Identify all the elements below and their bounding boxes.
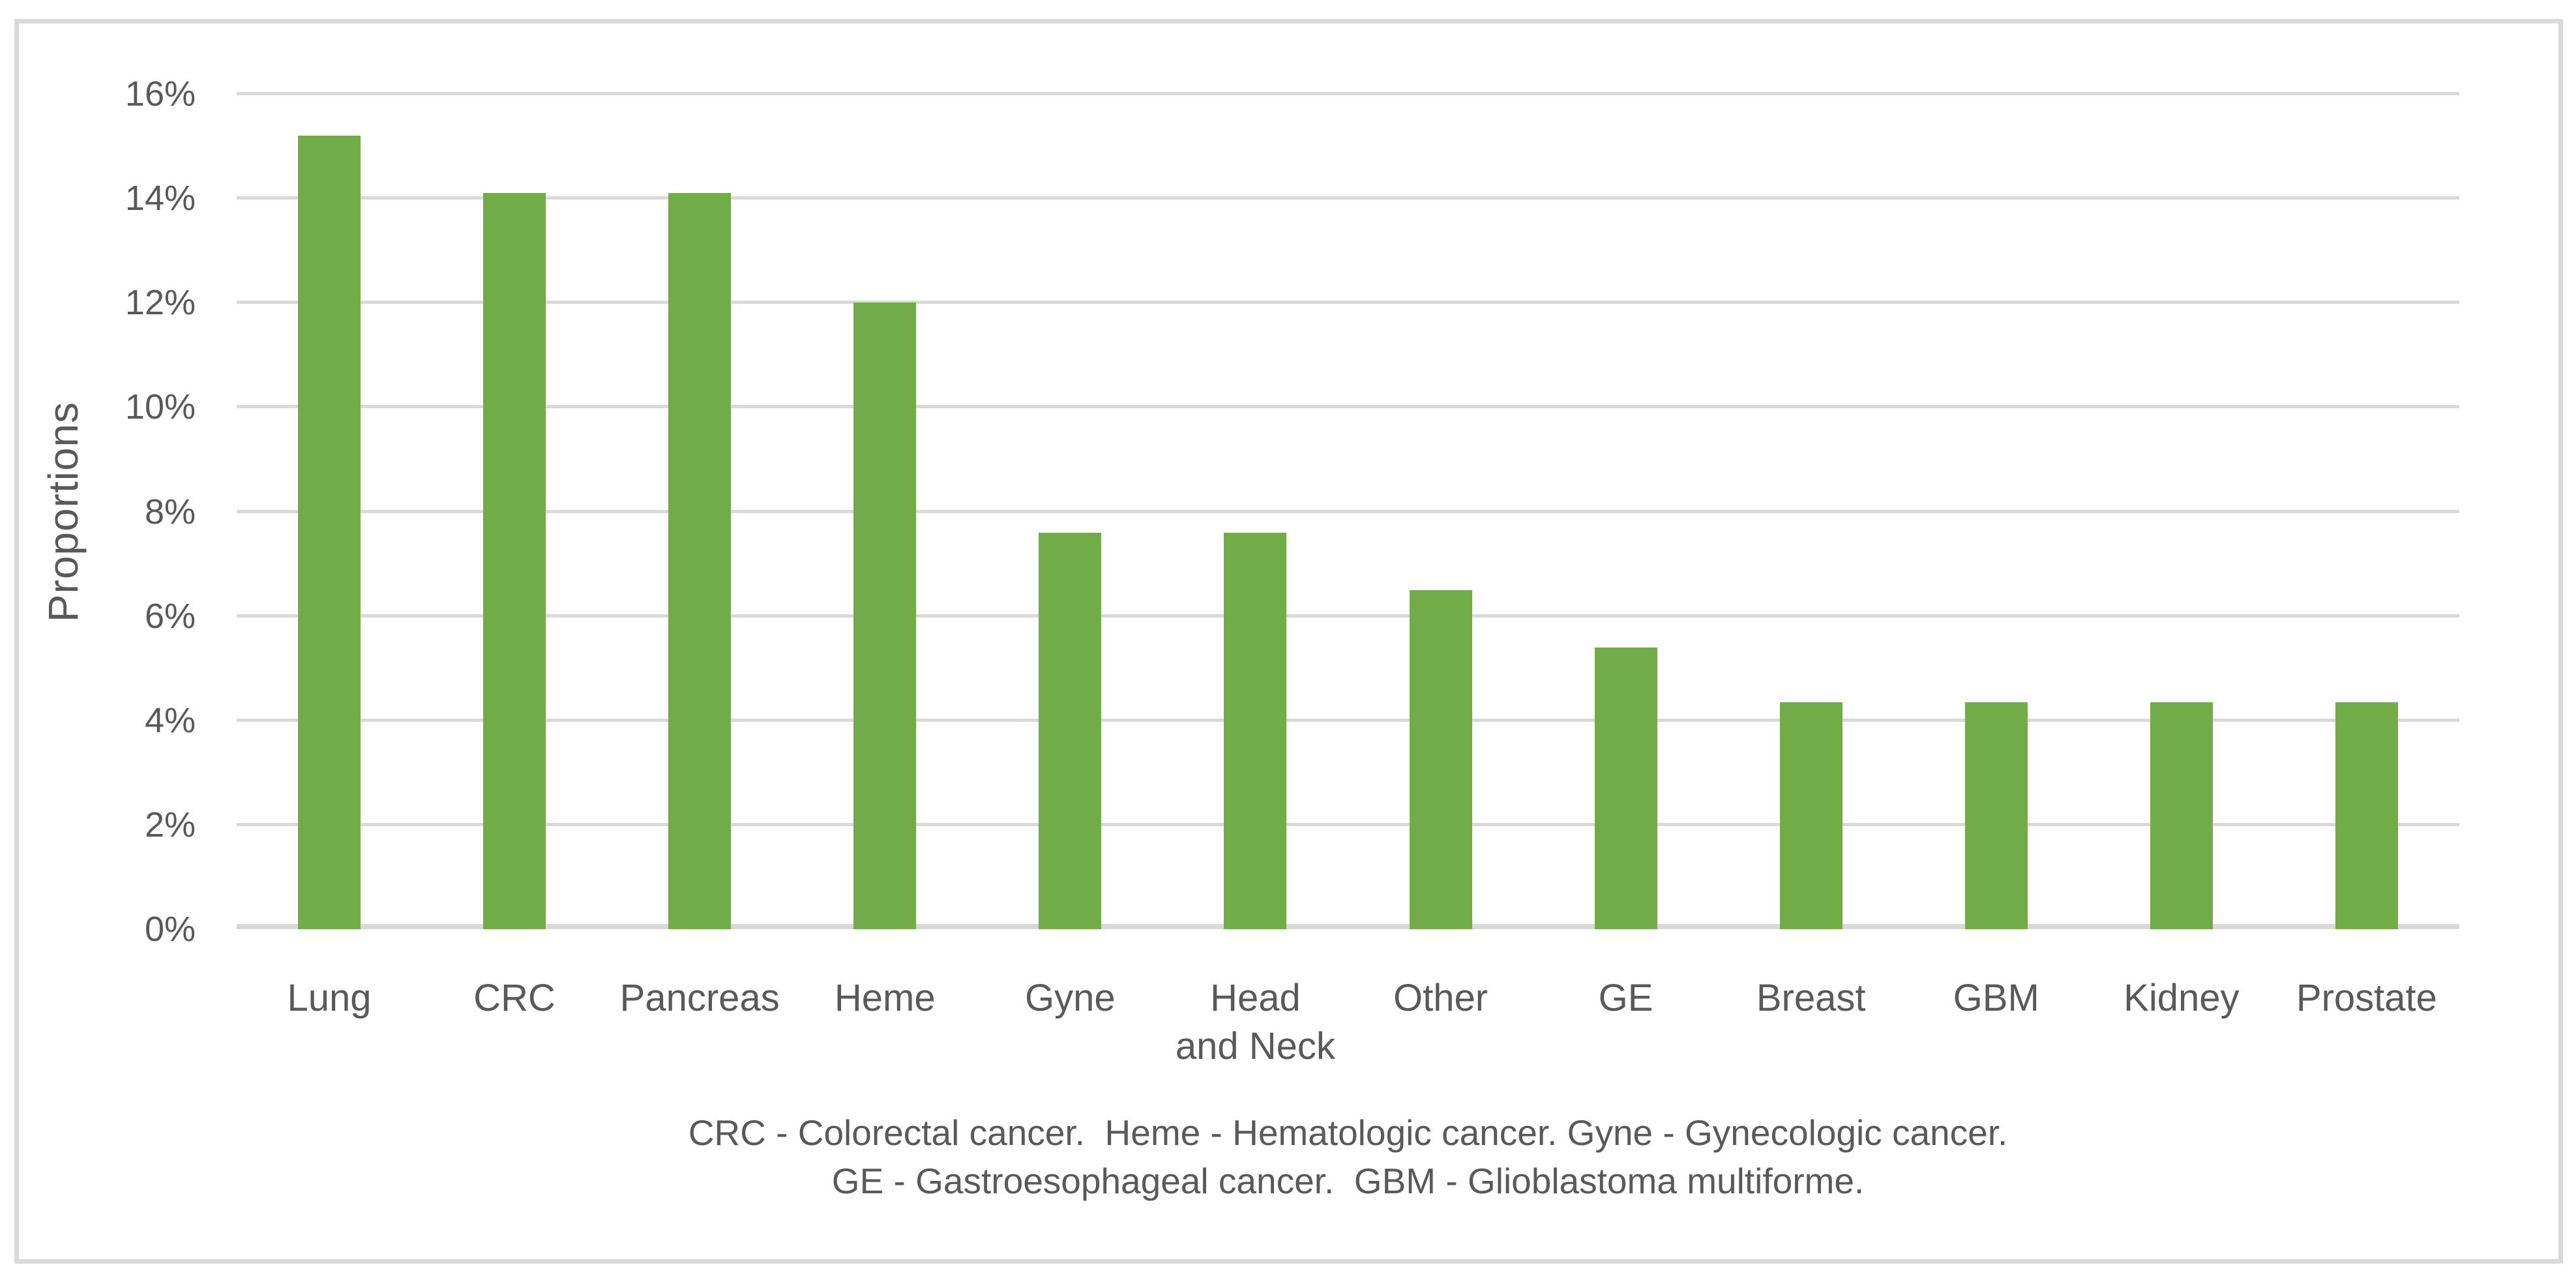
x-category-label: Breast [1756,977,1866,1019]
x-axis-line [237,924,2459,929]
bar-slot [1719,94,1904,929]
bar-slot [1904,94,2089,929]
bar-breast [1779,702,1843,929]
bar-slot [237,94,422,929]
gridline [237,509,2459,513]
y-tick-label: 2% [144,805,196,844]
bar-gbm [1964,702,2028,929]
bar-other [1409,589,1472,929]
gridline [237,718,2459,722]
bar-crc [483,193,546,929]
x-category-label: Heme [834,977,936,1019]
footnote-line-1: CRC - Colorectal cancer. Heme - Hematolo… [688,1112,2008,1153]
bar-slot [1533,94,1719,929]
chart-frame [14,19,2563,1264]
bar-gyne [1039,532,1102,929]
gridline [237,405,2459,409]
x-category-label: Pancreas [619,977,780,1019]
x-category-label: GBM [1953,977,2039,1019]
y-axis-tick-labels: 0% 2% 4% 6% 8% 10% 12% 14% 16% [0,74,196,949]
bar-ge [1594,647,1657,929]
bar-slot [977,94,1162,929]
bar-lung [298,136,361,929]
x-category-label: CRC [473,977,555,1019]
bar-pancreas [668,193,732,929]
y-tick-label: 4% [144,700,196,740]
bar-slot [2089,94,2274,929]
footnote-line-2: GE - Gastroesophageal cancer. GBM - Glio… [831,1161,1865,1201]
y-tick-label: 0% [144,910,196,949]
bar-slot [1162,94,1348,929]
bar-kidney [2150,702,2213,929]
gridline [237,614,2459,618]
y-tick-label: 8% [144,492,196,531]
bar-slot [792,94,977,929]
gridline [237,822,2459,826]
plot-area [237,92,2459,929]
x-category-label: GE [1598,977,1653,1019]
gridline [237,92,2459,95]
x-axis-category-labels: Lung CRC Pancreas Heme Gyne Head and Neck Othe… [237,974,2459,1071]
x-category-label: Other [1393,977,1488,1019]
bar-series [237,94,2459,929]
bar-slot [607,94,792,929]
gridline [237,301,2459,305]
bar-heme [853,303,917,929]
y-tick-label: 10% [125,387,196,427]
bar-slot [422,94,607,929]
y-tick-label: 12% [125,283,196,323]
x-category-label: Gyne [1025,977,1116,1019]
x-category-label: Kidney [2124,977,2240,1019]
bar-prostate [2335,702,2398,929]
x-category-label: Head and Neck [1175,977,1335,1067]
footnote: CRC - Colorectal cancer. Heme - Hematolo… [237,1109,2459,1205]
y-tick-label: 6% [144,596,196,636]
y-tick-label: 14% [125,179,196,218]
bar-head [1224,532,1287,929]
gridline [237,196,2459,200]
y-tick-label: 16% [125,74,196,113]
x-category-label: Prostate [2296,977,2437,1019]
bar-slot [2274,94,2459,929]
bar-slot [1348,94,1533,929]
x-category-label: Lung [287,977,372,1019]
